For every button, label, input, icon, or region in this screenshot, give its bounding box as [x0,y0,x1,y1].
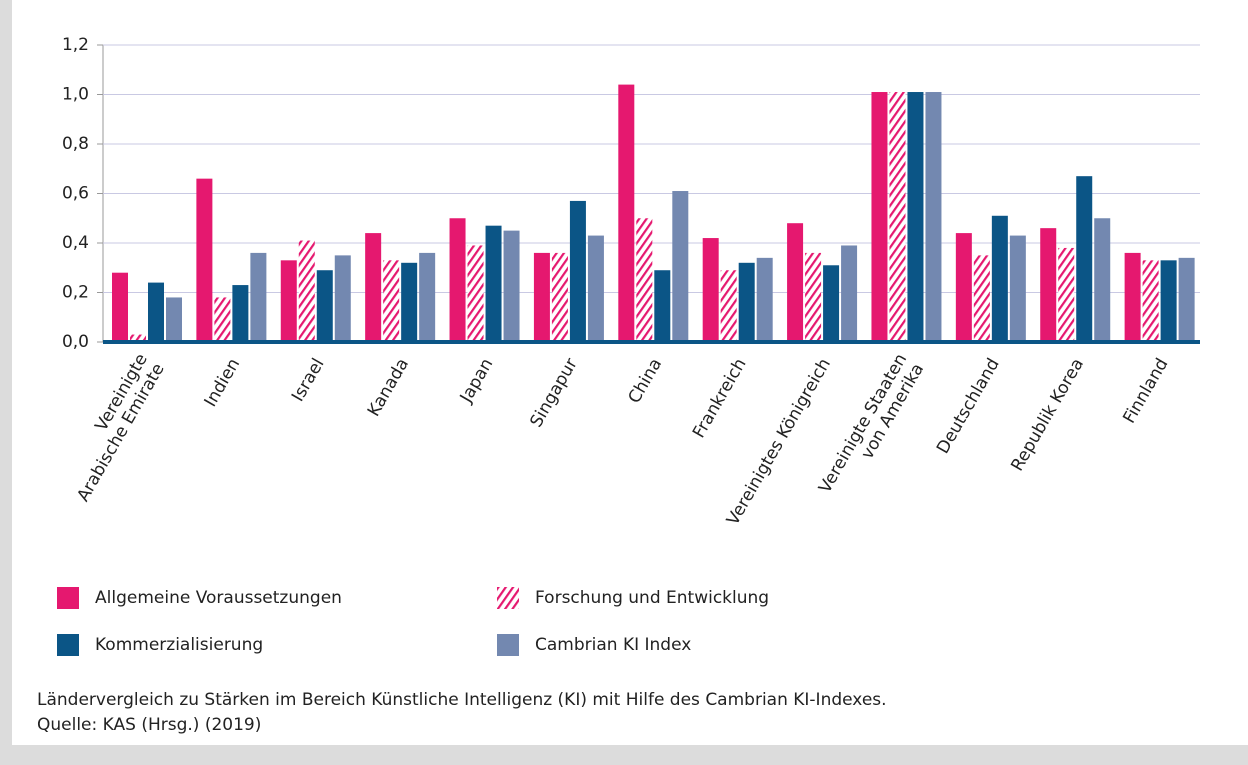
bar [214,297,231,342]
bar [1076,176,1093,342]
y-tick-label: 0,6 [62,184,89,204]
bar [365,233,382,342]
y-tick-label: 1,0 [62,85,89,105]
legend-label: Allgemeine Voraussetzungen [95,588,342,608]
bar [907,92,924,343]
bar [1124,252,1141,342]
y-tick-label: 0,4 [62,233,89,253]
bar [654,270,671,342]
bar [280,260,297,342]
bar [112,272,128,342]
bar [805,252,822,342]
bar [503,230,520,342]
bar [955,233,972,342]
bar [787,223,804,342]
bar [166,297,182,342]
bar [1160,260,1177,342]
bar [533,252,550,342]
bar [1142,260,1159,342]
y-tick-label: 0,0 [62,332,89,352]
bar [485,225,502,342]
bar [148,282,164,342]
bar [672,191,689,342]
bar [587,235,604,342]
bar [889,92,906,343]
bar [250,252,267,342]
legend-swatch [57,587,79,609]
bar [636,218,653,342]
bar [1040,228,1057,342]
bar [401,262,418,342]
bar [973,255,990,342]
bar [130,334,146,342]
bar [419,252,436,342]
source: Quelle: KAS (Hrsg.) (2019) [37,715,261,735]
bar [334,255,351,342]
bar [871,92,888,343]
legend-swatch [497,587,519,609]
legend-label: Cambrian KI Index [535,635,691,655]
bar [569,200,586,342]
bar [823,265,840,342]
legend-swatch [497,634,519,656]
legend-label: Forschung und Entwicklung [535,588,769,608]
bar [449,218,466,342]
bar [298,240,315,342]
bar [551,252,568,342]
bar [1009,235,1026,342]
bar [232,285,249,342]
bar [1094,218,1111,342]
bar [841,245,858,342]
bar [1058,247,1075,342]
bar [316,270,333,342]
legend-swatch [57,634,79,656]
bar [467,245,484,342]
y-tick-label: 1,2 [62,35,89,55]
y-tick-label: 0,2 [62,283,89,303]
legend-label: Kommerzialisierung [95,635,263,655]
bar [756,257,773,342]
bar [618,84,635,342]
bar [1178,257,1195,342]
bar [383,260,400,342]
bar [738,262,755,342]
bar [991,215,1008,342]
caption: Ländervergleich zu Stärken im Bereich Kü… [37,690,887,710]
bar [702,238,719,342]
y-tick-label: 0,8 [62,134,89,154]
bar [196,178,213,342]
bar [720,270,737,342]
bar [925,92,942,343]
